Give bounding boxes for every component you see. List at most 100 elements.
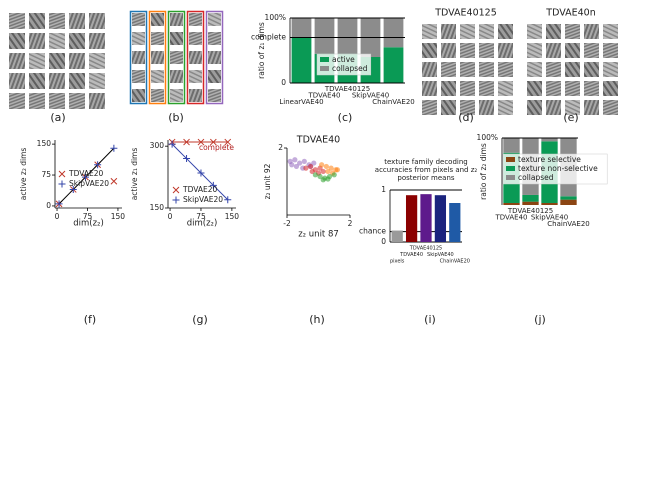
y-axis-label: z₂ unit 92 (263, 163, 272, 199)
bar-segment (291, 37, 312, 83)
texture-image (546, 43, 561, 58)
legend-box (502, 153, 608, 185)
point (197, 138, 205, 146)
texture-image (422, 81, 437, 96)
x-tick-label: -2 (283, 219, 291, 228)
texture-image (460, 62, 475, 77)
texture-image (9, 73, 25, 89)
texture-image (460, 81, 475, 96)
y-tick-label: chance (359, 227, 386, 236)
point (69, 185, 77, 193)
x-tick-label: ChainVAE20 (440, 259, 470, 265)
panel-caption: (i) (424, 313, 436, 326)
texture-image (29, 53, 45, 69)
texture-image (69, 93, 85, 109)
texture-image (49, 53, 65, 69)
texture-image (9, 53, 25, 69)
texture-image (603, 100, 618, 115)
point (301, 158, 307, 164)
point (110, 144, 118, 152)
panel-caption: (c) (338, 111, 353, 124)
bar-segment (560, 196, 577, 200)
texture-image (170, 13, 183, 26)
texture-image (565, 100, 580, 115)
texture-image (527, 100, 542, 115)
texture-image (208, 32, 221, 45)
texture-image (132, 89, 145, 102)
x-tick-label: 75 (196, 212, 206, 221)
texture-image (460, 43, 475, 58)
texture-image (9, 33, 25, 49)
texture-image (49, 13, 65, 29)
point (289, 162, 295, 168)
texture-image (189, 70, 202, 83)
x-tick-label: 0 (168, 212, 173, 221)
point (323, 163, 329, 170)
texture-image (565, 62, 580, 77)
texture-image (189, 13, 202, 26)
texture-image (132, 51, 145, 64)
x-tick-label: 75 (83, 212, 93, 221)
y-axis-label: active z₂ dims (19, 148, 28, 201)
point (293, 163, 300, 170)
x-tick-label: 150 (225, 212, 240, 221)
legend-marker (58, 180, 66, 188)
x-tick-label: TDVAE40 (494, 214, 527, 222)
x-tick-label: TDVAE40125 (324, 85, 370, 93)
texture-image (189, 89, 202, 102)
x-tick-label: SkipVAE40 (531, 214, 568, 222)
legend-swatch (320, 66, 329, 71)
panel-caption: (f) (84, 313, 96, 326)
point (319, 162, 325, 168)
texture-image (584, 24, 599, 39)
texture-image (584, 43, 599, 58)
panel-caption: (e) (563, 111, 578, 124)
point (209, 181, 217, 189)
texture-image (498, 81, 513, 96)
x-axis-label: dim(z₂) (73, 219, 104, 229)
legend-label: collapsed (332, 64, 368, 73)
texture-image (132, 32, 145, 45)
chart-title-box: texture family decoding accuracies from … (374, 158, 478, 182)
point (110, 177, 118, 185)
texture-image (208, 70, 221, 83)
texture-image (565, 81, 580, 96)
y-tick-label: 2 (278, 143, 283, 152)
texture-image (603, 81, 618, 96)
texture-image (527, 43, 542, 58)
y-tick-label: 0 (381, 237, 386, 246)
point (328, 165, 334, 171)
column-frame (167, 10, 186, 105)
point (209, 138, 217, 146)
texture-image (29, 33, 45, 49)
y-tick-label: 0 (281, 78, 286, 87)
texture-image (132, 13, 145, 26)
x-tick-label: SkipVAE40 (427, 252, 454, 258)
x-axis-label: dim(z₂) (187, 219, 218, 229)
bar (405, 195, 418, 242)
chart-title: texture family decoding accuracies from … (374, 158, 478, 182)
texture-image (170, 89, 183, 102)
point (309, 168, 315, 175)
bar-segment (503, 138, 520, 153)
texture-image (69, 53, 85, 69)
texture-image (546, 62, 561, 77)
panel-caption: (d) (458, 111, 474, 124)
legend-marker (172, 196, 180, 204)
point (320, 168, 326, 175)
texture-image (441, 43, 456, 58)
texture-image (546, 24, 561, 39)
legend-swatch (506, 166, 515, 171)
texture-image (498, 43, 513, 58)
point (320, 177, 326, 183)
y-tick-label: 100% (265, 13, 286, 22)
texture-image (170, 51, 183, 64)
bar-segment (522, 194, 539, 202)
panel-caption: (b) (168, 111, 184, 124)
texture-image (208, 51, 221, 64)
texture-image (49, 73, 65, 89)
texture-image (9, 93, 25, 109)
bar (420, 194, 432, 242)
column-frame (205, 10, 224, 105)
